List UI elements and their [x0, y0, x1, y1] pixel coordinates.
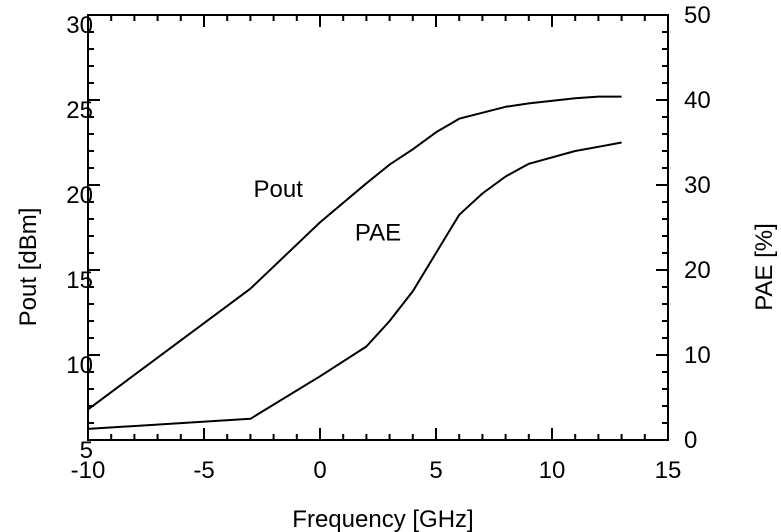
y2-tick-label: 10	[684, 342, 711, 369]
y-tick-label: 10	[66, 352, 93, 379]
x-tick-label: 0	[313, 457, 326, 484]
y-tick-label: 20	[66, 182, 93, 209]
y-tick-label: 25	[66, 97, 93, 124]
annotation-layer: Pout PAE	[254, 176, 402, 246]
x-tick-label: 10	[539, 457, 566, 484]
series-label-pout: Pout	[254, 176, 304, 203]
y-axis-title: Pout [dBm]	[15, 208, 42, 327]
y2-axis-title: PAE [%]	[751, 223, 778, 311]
y2-tick-label: 30	[684, 172, 711, 199]
x-tick-label: 15	[655, 457, 682, 484]
x-axis-title: Frequency [GHz]	[292, 506, 473, 532]
series-line-pae	[87, 141, 622, 430]
series-layer	[87, 95, 622, 430]
series-label-pae: PAE	[355, 219, 401, 246]
series-line-pout	[87, 95, 622, 411]
x-tick-label: 5	[429, 457, 442, 484]
y2-tick-label: 20	[684, 257, 711, 284]
y-tick-label: 15	[66, 267, 93, 294]
y-tick-label: 30	[66, 12, 93, 39]
y2-tick-label: 0	[684, 427, 697, 454]
plot-axes	[87, 14, 669, 441]
x-tick-label: -10	[71, 457, 106, 484]
x-tick-label: -5	[193, 457, 214, 484]
plot-frame	[87, 14, 669, 441]
y2-tick-label: 40	[684, 87, 711, 114]
axis-ticks	[87, 14, 669, 441]
tick-labels: -10 -5 0 5 10 15 5 10 15 20 25 30 0 10 20 30 40 50	[66, 2, 710, 484]
y-tick-label: 5	[80, 437, 93, 464]
y2-tick-label: 50	[684, 2, 711, 29]
